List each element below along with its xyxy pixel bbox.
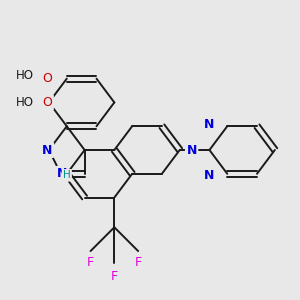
Text: F: F [87, 256, 94, 269]
Text: N: N [186, 143, 197, 157]
Text: N: N [42, 143, 52, 157]
Text: N: N [204, 169, 214, 182]
Text: HO: HO [16, 96, 34, 109]
Text: N: N [204, 118, 214, 131]
Text: F: F [111, 270, 118, 283]
Text: N: N [57, 167, 68, 180]
Text: H: H [63, 170, 71, 180]
Text: O: O [43, 72, 52, 85]
Text: O: O [43, 96, 52, 109]
Text: HO: HO [16, 69, 34, 82]
Text: F: F [134, 256, 142, 269]
